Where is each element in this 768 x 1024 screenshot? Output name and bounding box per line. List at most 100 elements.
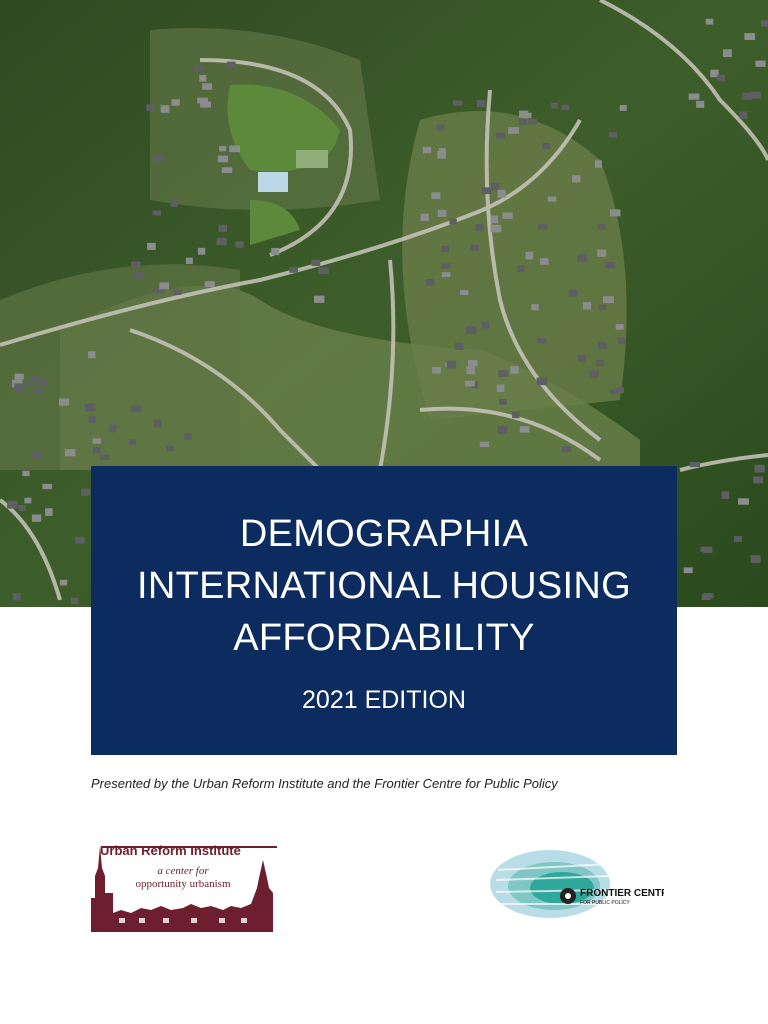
- house: [542, 142, 551, 150]
- house: [723, 49, 732, 58]
- house: [744, 33, 756, 41]
- house: [436, 124, 445, 131]
- house: [717, 74, 726, 82]
- house: [26, 380, 34, 387]
- house: [45, 508, 53, 516]
- house: [594, 160, 602, 168]
- house: [597, 224, 606, 230]
- house: [465, 380, 475, 387]
- house: [22, 470, 30, 477]
- house: [170, 199, 178, 207]
- house: [609, 209, 621, 217]
- house: [449, 218, 457, 225]
- house: [608, 132, 618, 138]
- house: [422, 146, 432, 154]
- house: [496, 384, 505, 393]
- house: [572, 175, 581, 183]
- house: [490, 224, 502, 233]
- house: [578, 354, 587, 362]
- house: [425, 278, 435, 286]
- house: [146, 104, 155, 111]
- house: [512, 411, 520, 419]
- house: [518, 118, 527, 126]
- house: [577, 254, 588, 262]
- frontier-centre-logo: FRONTIER CENTRE FOR PUBLIC POLICY: [488, 840, 664, 932]
- house: [490, 215, 499, 224]
- house: [229, 145, 241, 153]
- house: [739, 111, 748, 119]
- house: [88, 351, 96, 359]
- house: [42, 483, 53, 490]
- house: [166, 445, 174, 452]
- house: [750, 555, 761, 563]
- house: [153, 287, 165, 294]
- house: [216, 237, 227, 246]
- house: [134, 272, 145, 280]
- house: [58, 398, 70, 406]
- house: [499, 398, 507, 405]
- logo-tagline: FOR PUBLIC POLICY: [580, 900, 630, 906]
- house: [750, 91, 761, 99]
- house: [536, 377, 548, 386]
- house: [683, 567, 693, 574]
- house: [318, 267, 329, 275]
- house: [482, 321, 490, 329]
- house: [7, 500, 18, 509]
- house: [18, 505, 26, 512]
- house: [721, 491, 730, 499]
- house: [235, 241, 244, 248]
- house: [173, 289, 182, 295]
- house: [742, 92, 753, 100]
- house: [540, 258, 549, 265]
- house: [432, 367, 441, 374]
- logo-tagline: a center for: [157, 865, 209, 877]
- logo-name: Urban Reform Institute: [100, 843, 241, 858]
- house: [37, 378, 48, 386]
- house: [510, 366, 519, 374]
- house: [531, 304, 539, 311]
- house: [200, 101, 212, 108]
- house: [761, 20, 768, 27]
- house: [561, 104, 570, 111]
- house: [194, 65, 204, 72]
- house: [583, 302, 592, 310]
- house: [550, 102, 558, 109]
- house: [525, 251, 534, 260]
- house: [31, 514, 42, 522]
- house: [705, 18, 714, 25]
- house: [437, 209, 447, 217]
- house: [689, 462, 701, 468]
- house: [734, 536, 743, 542]
- house: [130, 405, 142, 413]
- house: [13, 593, 21, 601]
- house: [479, 441, 490, 448]
- house: [311, 259, 321, 266]
- house: [202, 83, 213, 90]
- house: [30, 376, 41, 382]
- house: [517, 265, 525, 272]
- house: [466, 326, 477, 334]
- logo-tagline: opportunity urbanism: [135, 878, 230, 890]
- logo-name: FRONTIER CENTRE: [580, 888, 664, 899]
- house: [688, 93, 700, 100]
- house: [147, 242, 156, 250]
- house: [183, 432, 192, 440]
- house: [217, 155, 229, 163]
- house: [131, 261, 141, 268]
- house: [221, 167, 233, 174]
- house: [99, 454, 110, 460]
- house: [199, 74, 207, 82]
- presented-by: Presented by the Urban Reform Institute …: [91, 776, 558, 791]
- house: [710, 69, 719, 78]
- house: [597, 249, 607, 257]
- house: [81, 488, 91, 496]
- house: [446, 360, 457, 369]
- title-box: DEMOGRAPHIA INTERNATIONAL HOUSING AFFORD…: [91, 466, 677, 755]
- house: [271, 247, 280, 256]
- house: [438, 148, 446, 156]
- house: [197, 97, 209, 104]
- house: [568, 289, 578, 297]
- house: [502, 212, 513, 219]
